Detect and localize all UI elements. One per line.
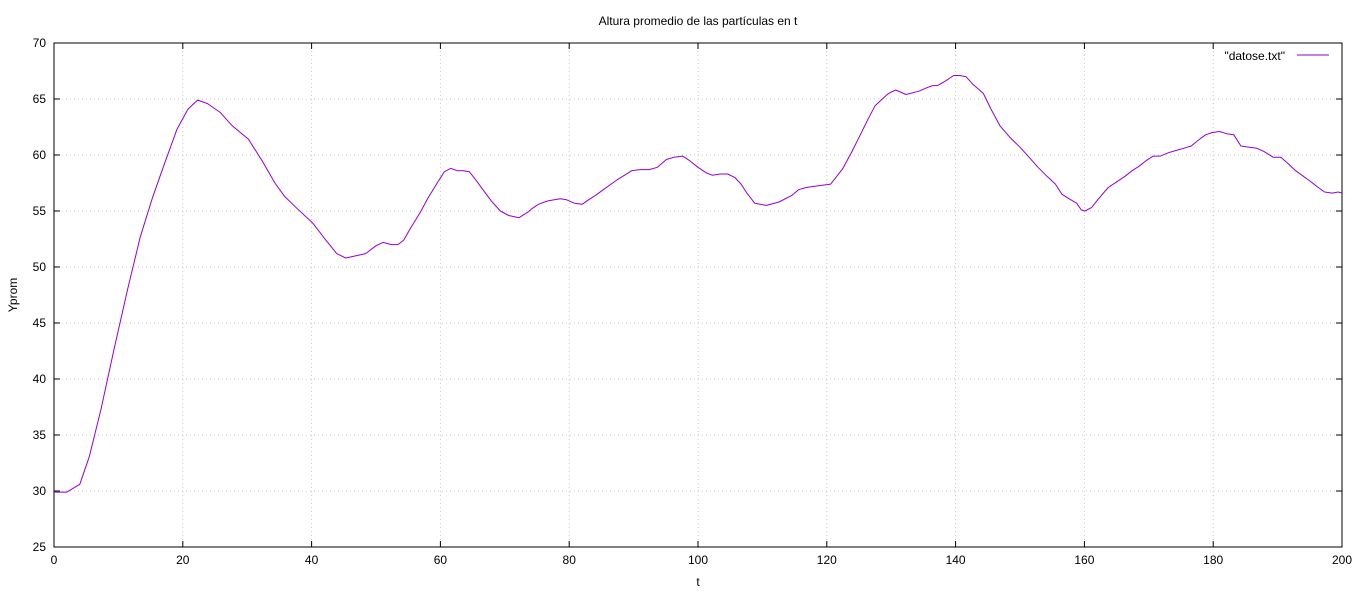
x-tick-label: 60	[434, 553, 448, 567]
x-tick-label: 20	[176, 553, 190, 567]
x-tick-label: 140	[946, 553, 966, 567]
y-tick-label: 50	[33, 260, 47, 274]
legend: "datose.txt"	[1224, 49, 1329, 63]
grid	[54, 43, 1342, 547]
y-tick-label: 45	[33, 316, 47, 330]
x-tick-label: 120	[817, 553, 837, 567]
y-axis-label: Yprom	[6, 278, 20, 312]
axis-ticks: 0 20 40 60 80 100 120 140 160 180 200 25 30 35 40 45 50 5…	[33, 36, 1353, 567]
y-tick-label: 65	[33, 92, 47, 106]
legend-label: "datose.txt"	[1224, 49, 1285, 63]
series-layer	[54, 75, 1343, 493]
y-tick-label: 70	[33, 36, 47, 50]
y-tick-label: 55	[33, 204, 47, 218]
y-tick-label: 30	[33, 484, 47, 498]
x-axis-label: t	[696, 575, 700, 589]
x-tick-label: 180	[1203, 553, 1223, 567]
y-tick-label: 40	[33, 372, 47, 386]
y-tick-label: 25	[33, 540, 47, 554]
chart-title: Altura promedio de las partículas en t	[599, 14, 798, 28]
plot-frame	[53, 42, 1343, 548]
y-tick-label: 35	[33, 428, 47, 442]
x-tick-label: 160	[1074, 553, 1094, 567]
x-tick-label: 80	[563, 553, 577, 567]
x-tick-label: 100	[688, 553, 708, 567]
series-line	[54, 75, 1343, 493]
x-tick-label: 0	[51, 553, 58, 567]
y-tick-label: 60	[33, 148, 47, 162]
x-tick-label: 200	[1332, 553, 1352, 567]
x-tick-label: 40	[305, 553, 319, 567]
